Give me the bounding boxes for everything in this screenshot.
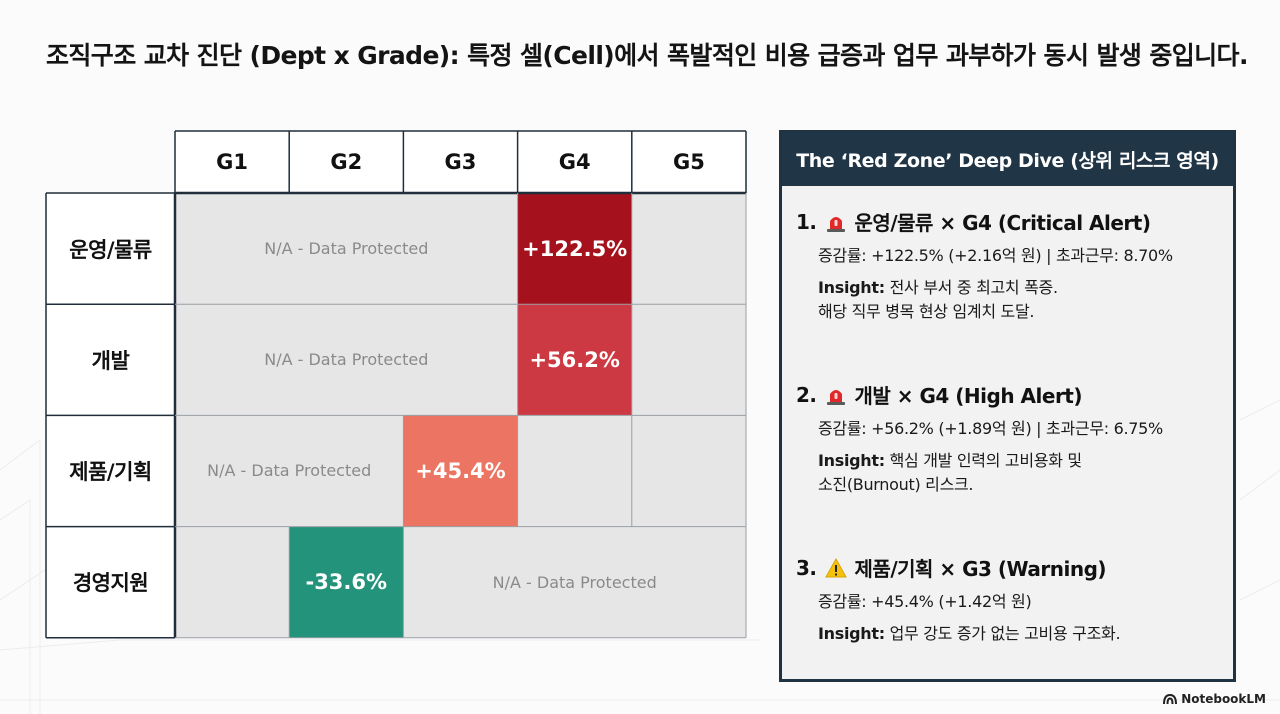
row-header: 경영지원 — [46, 526, 175, 638]
na-protected-cell: N/A - Data Protected — [175, 415, 404, 527]
brand-logo: NotebookLM — [1163, 692, 1266, 706]
alert-insight-continued: 소진(Burnout) 리스크. — [818, 475, 974, 494]
alert-insight: Insight: 업무 강도 증가 없는 고비용 구조화. — [818, 622, 1226, 646]
alert-title: 2. 개발 × G4 (High Alert) — [796, 380, 1226, 409]
heatmap-value-cell: +56.2% — [517, 304, 632, 416]
siren-icon — [826, 389, 845, 405]
alert-number: 1. — [796, 209, 817, 234]
notebooklm-logo-icon — [1163, 693, 1178, 705]
empty-cell — [631, 304, 746, 416]
alert-stats: 증감률: +122.5% (+2.16억 원) | 초과근무: 8.70% — [818, 246, 1173, 265]
red-zone-panel: The ‘Red Zone’ Deep Dive (상위 리스크 영역) 1. … — [779, 130, 1236, 682]
heatmap-value-cell: +122.5% — [517, 193, 632, 305]
row-header: 개발 — [46, 304, 175, 416]
alert-insight: Insight: 전사 부서 중 최고치 폭증. — [818, 276, 1226, 300]
alert-heading: 운영/물류 × G4 (Critical Alert) — [854, 211, 1151, 235]
alert-heading: 개발 × G4 (High Alert) — [854, 384, 1083, 408]
column-header-g1: G1 — [175, 131, 290, 193]
alert-item: 1. 운영/물류 × G4 (Critical Alert) 증감률: +122… — [796, 207, 1226, 324]
insight-label: Insight: — [818, 624, 885, 643]
column-header-g5: G5 — [631, 131, 746, 193]
alert-item: 2. 개발 × G4 (High Alert) 증감률: +56.2% (+1.… — [796, 380, 1226, 497]
heatmap-value-cell: +45.4% — [403, 415, 518, 527]
alert-stats: 증감률: +56.2% (+1.89억 원) | 초과근무: 6.75% — [818, 419, 1163, 438]
insight-label: Insight: — [818, 451, 885, 470]
alert-insight-continued: 해당 직무 병목 현상 임계치 도달. — [818, 302, 1035, 321]
na-protected-cell: N/A - Data Protected — [175, 304, 518, 416]
empty-cell — [517, 415, 632, 527]
na-protected-cell: N/A - Data Protected — [403, 526, 746, 638]
alert-insight: Insight: 핵심 개발 인력의 고비용화 및 — [818, 449, 1226, 473]
insight-label: Insight: — [818, 278, 885, 297]
alert-number: 2. — [796, 382, 817, 407]
alert-heading: 제품/기획 × G3 (Warning) — [854, 557, 1107, 581]
heatmap-value-cell: -33.6% — [289, 526, 404, 638]
insight-text: 업무 강도 증가 없는 고비용 구조화. — [884, 624, 1121, 643]
alert-stats: 증감률: +45.4% (+1.42억 원) — [818, 592, 1032, 611]
panel-title: The ‘Red Zone’ Deep Dive (상위 리스크 영역) — [782, 133, 1233, 186]
siren-icon — [826, 216, 845, 232]
alert-item: 3. 제품/기획 × G3 (Warning) 증감률: +45.4% (+1.… — [796, 553, 1226, 646]
row-header: 운영/물류 — [46, 193, 175, 305]
column-header-g4: G4 — [517, 131, 632, 193]
page-title: 조직구조 교차 진단 (Dept x Grade): 특정 셀(Cell)에서 … — [46, 41, 1248, 70]
alert-title: 1. 운영/물류 × G4 (Critical Alert) — [796, 207, 1226, 236]
alert-title: 3. 제품/기획 × G3 (Warning) — [796, 553, 1226, 582]
insight-text: 전사 부서 중 최고치 폭증. — [884, 278, 1058, 297]
row-header: 제품/기획 — [46, 415, 175, 527]
warning-icon — [824, 557, 847, 577]
empty-cell — [631, 193, 746, 305]
brand-name: NotebookLM — [1181, 692, 1266, 706]
empty-cell — [631, 415, 746, 527]
empty-cell — [175, 526, 290, 638]
alert-number: 3. — [796, 555, 817, 580]
na-protected-cell: N/A - Data Protected — [175, 193, 518, 305]
insight-text: 핵심 개발 인력의 고비용화 및 — [884, 451, 1083, 470]
column-header-g2: G2 — [289, 131, 404, 193]
column-header-g3: G3 — [403, 131, 518, 193]
